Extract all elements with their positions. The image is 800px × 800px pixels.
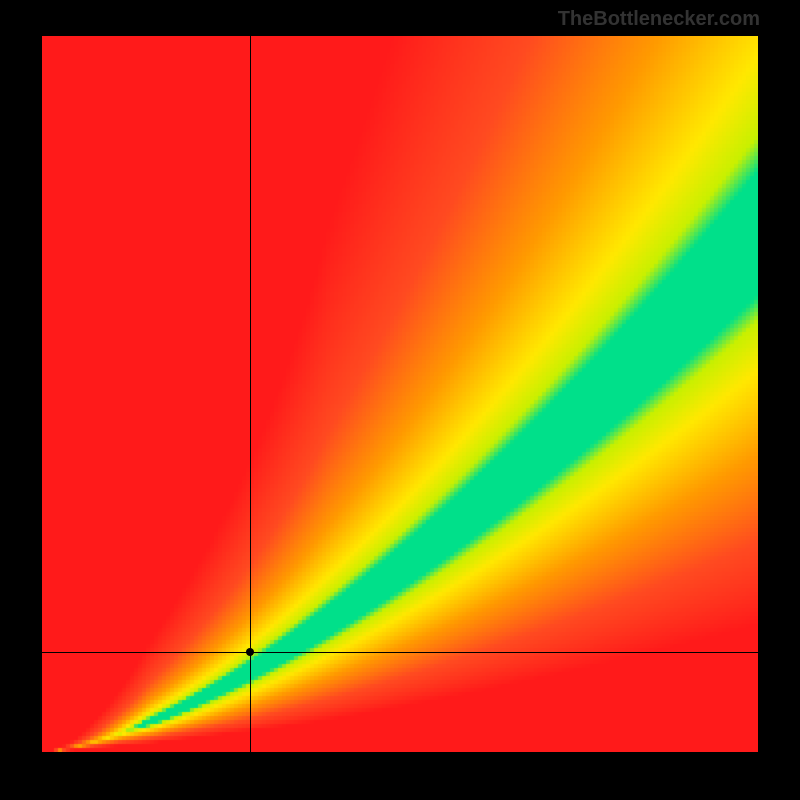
plot-area: [42, 36, 758, 752]
bottleneck-heatmap: [42, 36, 758, 752]
watermark-text: TheBottlenecker.com: [558, 8, 760, 31]
selection-marker: [246, 648, 254, 656]
crosshair-vertical: [250, 36, 251, 752]
crosshair-horizontal: [42, 652, 758, 653]
